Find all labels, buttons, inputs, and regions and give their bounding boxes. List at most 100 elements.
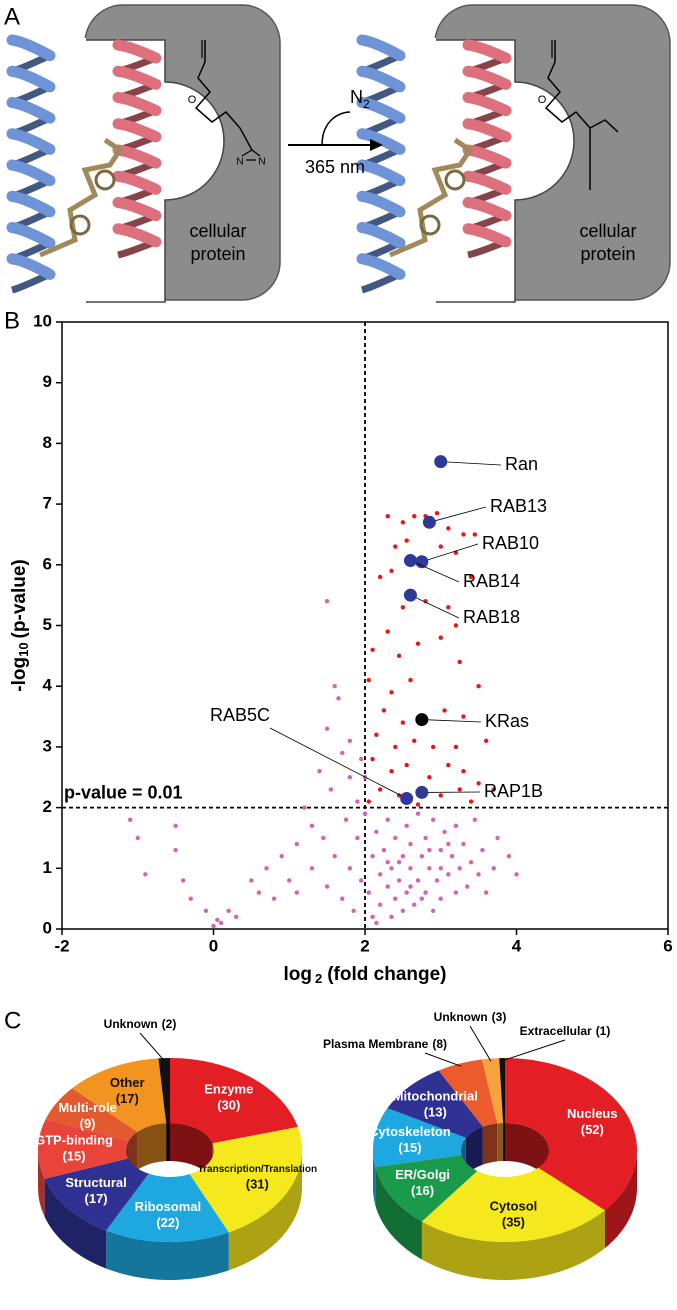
- point: [389, 914, 394, 920]
- y-tick-label: 0: [43, 918, 52, 937]
- point: [226, 908, 231, 913]
- point: [419, 853, 425, 859]
- point: [374, 920, 379, 926]
- point: [385, 817, 390, 822]
- slice-value: (15): [62, 1149, 85, 1164]
- point: [434, 511, 440, 516]
- slice: [421, 1167, 605, 1242]
- point: [366, 677, 371, 683]
- wavelength: 365 nm: [305, 157, 365, 177]
- y-axis-label: -log10 (p-value): [9, 559, 31, 691]
- point: [400, 853, 406, 859]
- helix-front: [112, 118, 162, 143]
- point-label: RAB10: [482, 533, 539, 553]
- gas-label: N: [350, 87, 363, 107]
- helix-front: [462, 39, 512, 64]
- atom-label: O: [538, 94, 547, 106]
- point: [234, 914, 239, 920]
- y-tick-label: 4: [43, 676, 53, 695]
- x-tick-label: 4: [512, 936, 522, 955]
- point: [415, 785, 429, 799]
- helix-front: [356, 128, 406, 155]
- point: [393, 835, 398, 841]
- slice-value: (31): [246, 1177, 269, 1192]
- point: [446, 841, 451, 847]
- slice-value: (15): [398, 1140, 421, 1155]
- point: [317, 768, 322, 774]
- y-tick-label: 7: [43, 494, 52, 513]
- linker-ring: [419, 214, 441, 236]
- point: [438, 847, 443, 853]
- leader-line: [469, 1025, 492, 1062]
- y-axis-label-part: (p-value): [9, 559, 30, 638]
- point: [434, 878, 440, 883]
- slice-category: GTP-binding: [35, 1133, 113, 1148]
- helix-front: [112, 92, 162, 117]
- slice-inner-wall: [482, 1123, 498, 1165]
- slice: [499, 1058, 505, 1124]
- x-axis-label: log 2 (fold change): [283, 964, 446, 986]
- leader-line: [429, 506, 487, 523]
- point: [438, 866, 443, 871]
- point: [377, 902, 383, 907]
- protein-label: protein: [190, 244, 245, 264]
- slice: [375, 1155, 478, 1222]
- point: [422, 515, 436, 529]
- point: [465, 884, 470, 889]
- helix-front: [356, 65, 406, 93]
- arrowhead: [370, 139, 383, 151]
- point: [438, 635, 443, 640]
- helix-front: [462, 223, 512, 248]
- slice-category: Cytoskeleton: [369, 1124, 451, 1139]
- slice-inner-wall: [497, 1123, 504, 1162]
- helix-front: [112, 223, 162, 248]
- point: [302, 805, 307, 810]
- point: [370, 914, 375, 920]
- point: [374, 829, 379, 835]
- point: [377, 574, 383, 580]
- linker-ring: [444, 169, 466, 191]
- helix-front: [356, 97, 406, 124]
- point: [476, 872, 481, 877]
- x-tick-label: 6: [663, 936, 672, 955]
- point-label: RAB14: [463, 571, 520, 591]
- slice-category: Unknown: [434, 1010, 488, 1024]
- slice-category: Multi-role: [58, 1100, 117, 1115]
- point: [271, 896, 277, 901]
- slice-value: (30): [217, 1098, 240, 1113]
- point: [461, 714, 466, 719]
- point: [332, 684, 337, 689]
- point: [362, 811, 368, 816]
- slice-side: [373, 1150, 376, 1206]
- point-label: RAP1B: [484, 781, 543, 801]
- slice-category: Cytosol: [490, 1199, 538, 1214]
- point: [491, 866, 496, 871]
- point: [408, 866, 413, 871]
- point: [249, 878, 254, 883]
- slice-value: (9): [80, 1116, 96, 1131]
- point: [438, 896, 443, 901]
- point: [370, 756, 375, 762]
- linker: [39, 137, 124, 258]
- protein-label: cellular: [189, 221, 246, 241]
- gas-subscript: 2: [363, 97, 370, 111]
- slice-side: [44, 1178, 107, 1269]
- slice-category: Transcription/Translation: [198, 1164, 317, 1175]
- point: [347, 738, 353, 744]
- helix-front: [356, 253, 406, 280]
- point: [389, 768, 394, 774]
- atom-label: N: [258, 157, 265, 168]
- point: [321, 835, 326, 841]
- point: [472, 532, 478, 537]
- helix-front: [462, 197, 512, 222]
- point: [264, 866, 269, 871]
- point: [442, 708, 447, 713]
- point: [309, 866, 315, 871]
- leader-line: [410, 594, 460, 619]
- point: [188, 896, 193, 901]
- point: [430, 817, 436, 822]
- slice: [170, 1058, 298, 1144]
- slice-value: (8): [432, 1037, 447, 1051]
- atom-label: O: [188, 94, 197, 106]
- slice-category: Enzyme: [204, 1082, 253, 1097]
